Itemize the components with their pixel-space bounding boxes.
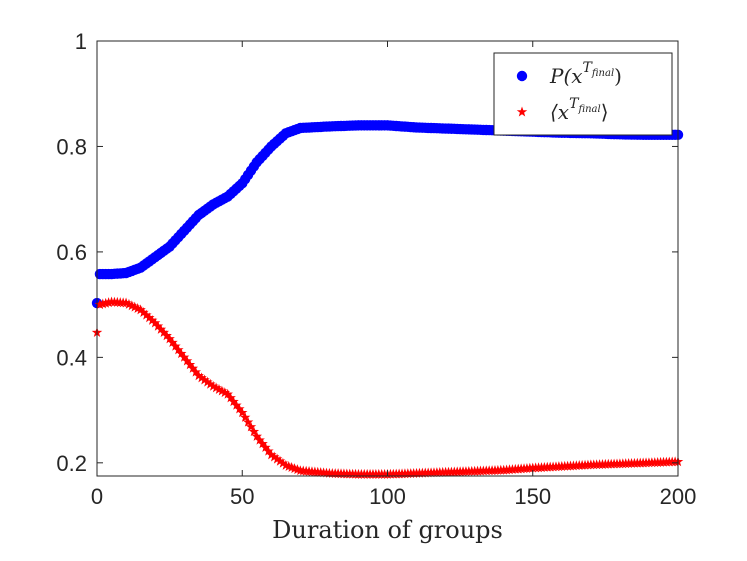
- data-point: [173, 344, 184, 355]
- data-point: [225, 392, 236, 403]
- data-point: [178, 351, 190, 362]
- data-point: [228, 396, 239, 407]
- y-tick-label: 0.4: [56, 345, 87, 370]
- legend-sup: T: [569, 96, 580, 112]
- x-tick-label: 150: [514, 484, 551, 509]
- series-layer: [91, 120, 684, 479]
- legend-entry-label: P(xTfinal): [549, 60, 622, 88]
- data-point: [103, 297, 114, 308]
- legend-label: ⟨x: [550, 100, 569, 124]
- data-point: [231, 399, 242, 410]
- data-point: [144, 312, 155, 323]
- data-point: [260, 442, 271, 452]
- data-point: [213, 384, 225, 394]
- data-point: [266, 449, 277, 460]
- data-point: [158, 327, 170, 338]
- data-point: [257, 438, 268, 449]
- data-point: [164, 333, 175, 344]
- data-point: [216, 385, 228, 396]
- data-point: [274, 455, 286, 466]
- data-point: [184, 359, 196, 370]
- y-tick-label: 0.8: [56, 134, 87, 159]
- data-point: [161, 330, 172, 341]
- tick-labels-layer: 0 50 100 150 200 0.2 0.4 0.6 0.8 1: [56, 29, 696, 509]
- data-point: [193, 370, 204, 381]
- data-point: [176, 348, 187, 359]
- series-probability: [91, 120, 684, 309]
- data-point: [222, 388, 233, 399]
- data-point: [234, 403, 245, 414]
- legend: P(xTfinal)⟨xTfinal⟩: [493, 52, 673, 136]
- legend-sub: final: [577, 104, 600, 115]
- x-tick-label: 0: [91, 484, 103, 509]
- data-point: [187, 362, 199, 373]
- ticks-layer: [96, 40, 679, 476]
- data-point: [100, 297, 111, 308]
- data-point: [146, 314, 158, 325]
- y-tick-label: 1: [75, 29, 87, 54]
- data-point: [152, 320, 164, 331]
- data-point: [120, 297, 132, 308]
- data-point: [132, 303, 143, 313]
- data-point: [277, 457, 289, 468]
- data-point: [251, 430, 263, 441]
- data-point: [138, 307, 149, 317]
- data-point: [196, 372, 207, 383]
- data-point: [237, 407, 248, 418]
- legend-close: ): [614, 64, 622, 88]
- y-tick-label: 0.2: [56, 451, 87, 476]
- data-point: [94, 299, 106, 310]
- data-point: [167, 337, 178, 348]
- x-axis-label: Duration of groups: [272, 516, 503, 544]
- data-point: [271, 453, 283, 464]
- data-point: [129, 301, 140, 312]
- data-point: [170, 340, 181, 351]
- data-point: [245, 421, 257, 432]
- legend-close: ⟩: [601, 100, 609, 124]
- legend-marker-star: [516, 106, 528, 117]
- data-point: [219, 387, 231, 398]
- data-point: [205, 378, 216, 389]
- x-tick-label: 50: [230, 484, 254, 509]
- data-point: [155, 323, 167, 334]
- data-point: [263, 445, 274, 456]
- data-point: [239, 411, 251, 422]
- series-mean: [91, 296, 684, 479]
- data-point: [181, 355, 193, 366]
- legend-sup: T: [583, 60, 594, 76]
- data-point: [199, 374, 210, 385]
- data-point: [123, 298, 135, 309]
- data-point: [135, 304, 146, 315]
- legend-label: P(x: [549, 64, 583, 88]
- data-point: [190, 366, 201, 377]
- data-point: [126, 300, 138, 311]
- data-point: [248, 426, 260, 437]
- data-point: [207, 380, 219, 391]
- data-point: [268, 451, 280, 462]
- legend-sub: final: [591, 68, 614, 79]
- data-point: [141, 309, 152, 320]
- legend-entry-label: ⟨xTfinal⟩: [550, 96, 609, 124]
- data-point: [242, 416, 254, 427]
- data-point: [149, 317, 161, 328]
- legend-marker-circle: [516, 70, 528, 82]
- legend-box: [493, 52, 673, 136]
- data-point: [210, 382, 222, 393]
- y-tick-label: 0.6: [56, 240, 87, 265]
- data-point: [202, 376, 213, 387]
- x-tick-label: 100: [369, 484, 406, 509]
- data-point: [97, 298, 109, 309]
- x-tick-label: 200: [660, 484, 697, 509]
- data-point: [254, 434, 265, 445]
